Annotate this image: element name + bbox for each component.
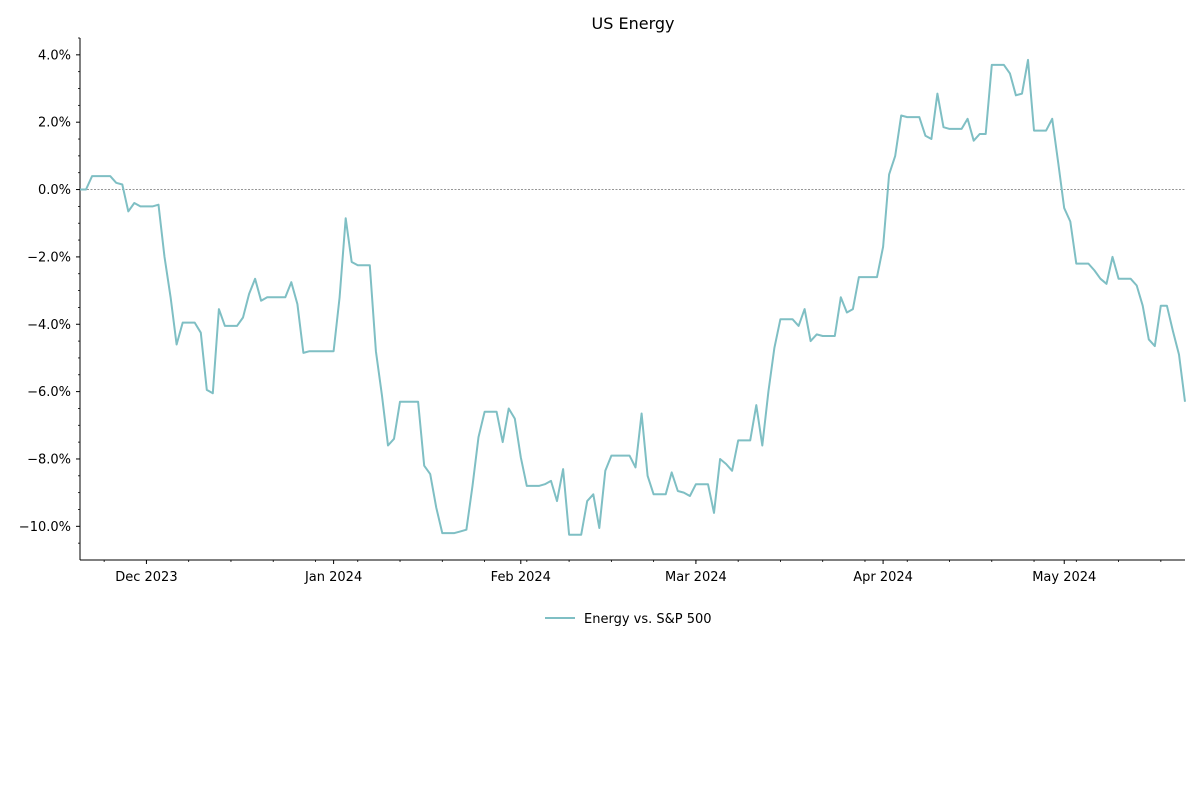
x-tick-label: Dec 2023: [115, 570, 177, 585]
x-tick-label: Feb 2024: [491, 570, 551, 585]
y-tick-label: 2.0%: [38, 116, 71, 131]
y-tick-label: −8.0%: [27, 452, 71, 467]
y-tick-label: 4.0%: [38, 48, 71, 63]
chart-title: US Energy: [592, 14, 675, 33]
legend: Energy vs. S&P 500: [545, 612, 712, 627]
y-tick-label: 0.0%: [38, 183, 71, 198]
plot-area: 4.0% 2.0% 0.0% −2.0% −4.0% −6.0% −8.0% −10.0% De…: [19, 37, 1186, 585]
y-tick-label: −10.0%: [19, 520, 71, 535]
x-tick-label: Jan 2024: [304, 570, 362, 585]
y-tick-label: −6.0%: [27, 385, 71, 400]
x-tick-label: May 2024: [1032, 570, 1096, 585]
series-line-energy: [80, 58, 1186, 536]
y-tick-label: −2.0%: [27, 250, 71, 265]
x-tick-label: Mar 2024: [665, 570, 727, 585]
legend-label: Energy vs. S&P 500: [584, 612, 712, 627]
y-tick-label: −4.0%: [27, 318, 71, 333]
x-tick-label: Apr 2024: [853, 570, 913, 585]
